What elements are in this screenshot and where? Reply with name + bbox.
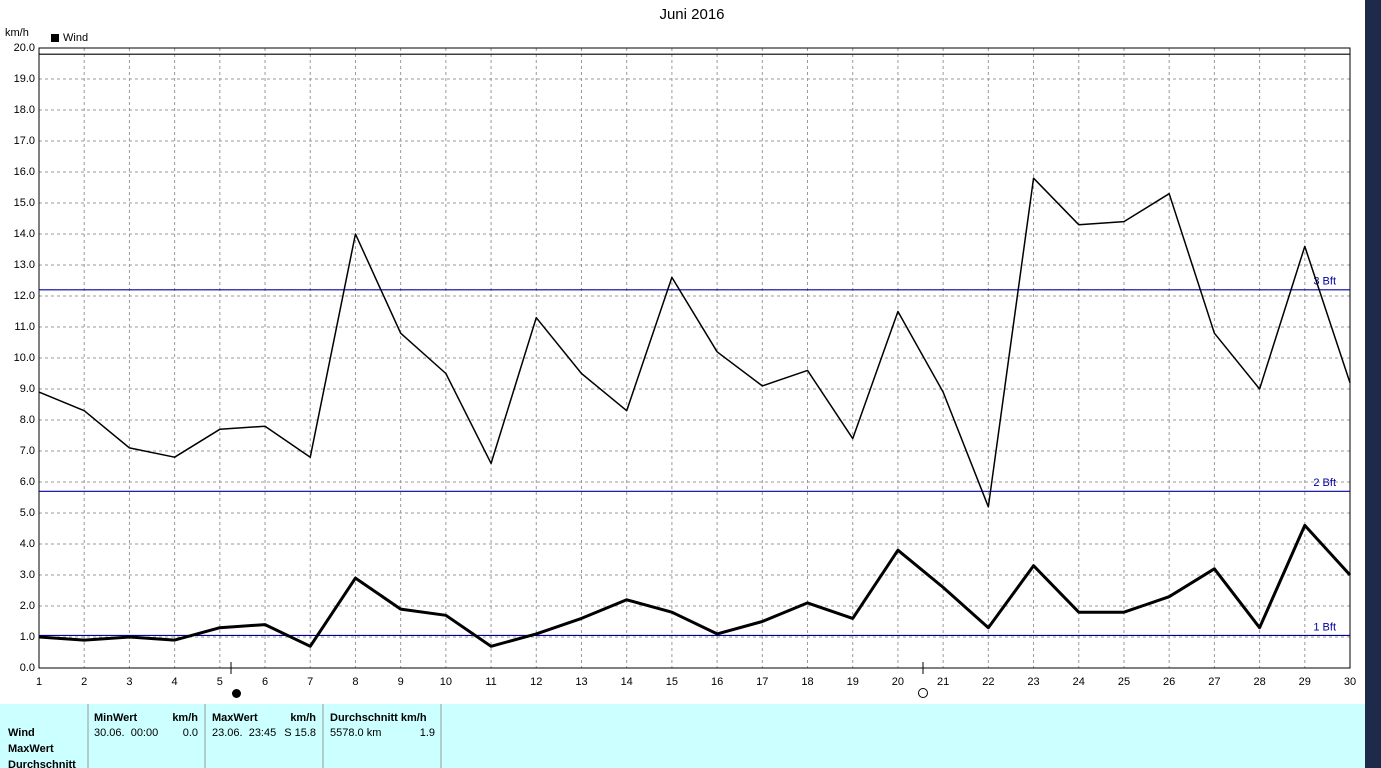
table-cell: Wind bbox=[8, 727, 35, 739]
y-tick-label: 12.0 bbox=[14, 290, 35, 302]
y-tick-label: 6.0 bbox=[20, 476, 35, 488]
legend-swatch bbox=[51, 34, 59, 42]
table-header: Durchschnitt km/h bbox=[330, 712, 427, 724]
y-tick-label: 14.0 bbox=[14, 228, 35, 240]
x-tick-label: 18 bbox=[801, 676, 813, 688]
x-tick-label: 25 bbox=[1118, 676, 1130, 688]
y-tick-label: 16.0 bbox=[14, 166, 35, 178]
x-tick-label: 8 bbox=[352, 676, 358, 688]
table-cell: 23.06. 23:45 bbox=[212, 727, 276, 739]
x-tick-label: 22 bbox=[982, 676, 994, 688]
window-edge bbox=[1365, 0, 1381, 768]
x-tick-label: 14 bbox=[621, 676, 633, 688]
x-tick-label: 26 bbox=[1163, 676, 1175, 688]
x-tick-label: 11 bbox=[485, 676, 496, 688]
x-tick-label: 29 bbox=[1299, 676, 1311, 688]
table-header: km/h bbox=[172, 712, 198, 724]
legend-label: Wind bbox=[63, 32, 88, 44]
x-tick-label: 28 bbox=[1253, 676, 1265, 688]
x-tick-label: 30 bbox=[1344, 676, 1356, 688]
x-tick-label: 1 bbox=[36, 676, 42, 688]
x-tick-label: 27 bbox=[1208, 676, 1220, 688]
chart-title: Juni 2016 bbox=[659, 6, 724, 23]
y-tick-label: 7.0 bbox=[20, 445, 35, 457]
table-header: km/h bbox=[290, 712, 316, 724]
y-tick-label: 19.0 bbox=[14, 73, 35, 85]
x-tick-label: 21 bbox=[937, 676, 949, 688]
moon-icon bbox=[232, 689, 241, 698]
x-tick-label: 2 bbox=[81, 676, 87, 688]
table-cell: 0.0 bbox=[183, 727, 198, 739]
stats-panel bbox=[0, 704, 1365, 768]
y-unit: km/h bbox=[5, 27, 29, 39]
data-line bbox=[38, 177, 1351, 508]
y-tick-label: 17.0 bbox=[14, 135, 35, 147]
table-cell: S 15.8 bbox=[284, 727, 316, 739]
table-cell: MaxWert bbox=[8, 743, 54, 755]
table-cell: 5578.0 km bbox=[330, 727, 381, 739]
y-tick-label: 9.0 bbox=[20, 383, 35, 395]
y-tick-label: 4.0 bbox=[20, 538, 35, 550]
reference-label: 3 Bft bbox=[1313, 276, 1336, 288]
x-tick-label: 7 bbox=[307, 676, 313, 688]
y-tick-label: 10.0 bbox=[14, 352, 35, 364]
y-tick-label: 1.0 bbox=[20, 631, 35, 643]
moon-icon bbox=[918, 688, 928, 698]
data-line bbox=[38, 523, 1352, 648]
table-cell: 1.9 bbox=[420, 727, 435, 739]
y-tick-label: 11.0 bbox=[14, 321, 35, 333]
reference-label: 1 Bft bbox=[1313, 621, 1336, 633]
y-tick-label: 5.0 bbox=[20, 507, 35, 519]
x-tick-label: 15 bbox=[666, 676, 678, 688]
x-tick-label: 3 bbox=[126, 676, 132, 688]
x-tick-label: 20 bbox=[892, 676, 904, 688]
x-tick-label: 6 bbox=[262, 676, 268, 688]
y-tick-label: 0.0 bbox=[20, 662, 35, 674]
table-header: MinWert bbox=[94, 712, 138, 724]
y-tick-label: 18.0 bbox=[14, 104, 35, 116]
reference-label: 2 Bft bbox=[1313, 477, 1336, 489]
table-cell: 30.06. 00:00 bbox=[94, 727, 158, 739]
x-tick-label: 4 bbox=[172, 676, 178, 688]
x-tick-label: 5 bbox=[217, 676, 223, 688]
x-tick-label: 12 bbox=[530, 676, 542, 688]
y-tick-label: 20.0 bbox=[14, 42, 35, 54]
y-tick-label: 2.0 bbox=[20, 600, 35, 612]
x-tick-label: 19 bbox=[847, 676, 859, 688]
x-tick-label: 17 bbox=[756, 676, 768, 688]
y-tick-label: 15.0 bbox=[14, 197, 35, 209]
x-tick-label: 10 bbox=[440, 676, 452, 688]
x-tick-label: 23 bbox=[1027, 676, 1039, 688]
plot-frame bbox=[38, 47, 1351, 669]
y-tick-label: 13.0 bbox=[14, 259, 35, 271]
x-tick-label: 16 bbox=[711, 676, 723, 688]
x-tick-label: 9 bbox=[398, 676, 404, 688]
table-header: MaxWert bbox=[212, 712, 258, 724]
table-cell: Durchschnitt bbox=[8, 759, 76, 768]
y-tick-label: 3.0 bbox=[20, 569, 35, 581]
x-tick-label: 13 bbox=[575, 676, 587, 688]
y-tick-label: 8.0 bbox=[20, 414, 35, 426]
x-tick-label: 24 bbox=[1073, 676, 1085, 688]
